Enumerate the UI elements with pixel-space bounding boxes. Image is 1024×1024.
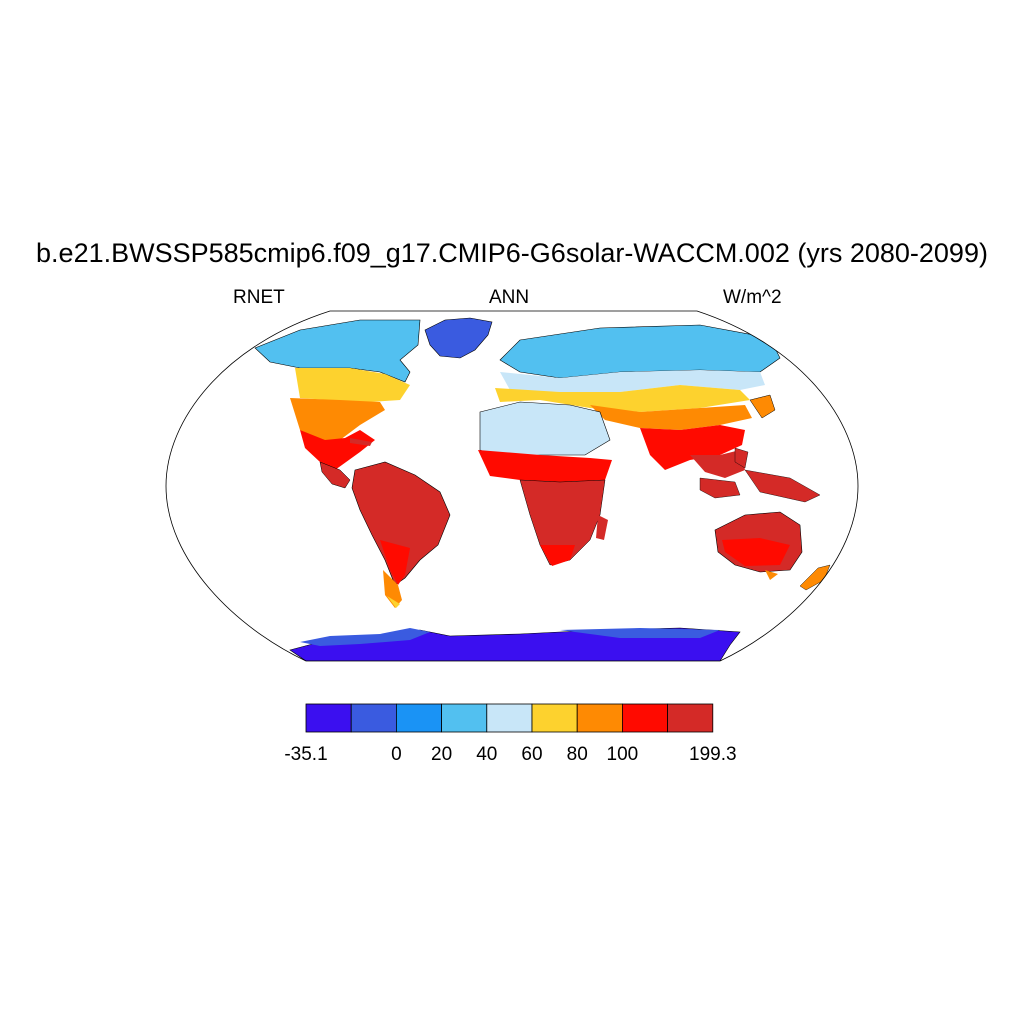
antarctica — [289, 627, 741, 661]
colorbar-swatch — [667, 703, 714, 733]
caribbean — [350, 438, 372, 446]
colorbar-label: 100 — [607, 744, 639, 765]
colorbar-swatch — [622, 703, 669, 733]
colorbar-swatch — [576, 703, 623, 733]
north-america — [254, 319, 421, 489]
plot-title: b.e21.BWSSP585cmip6.f09_g17.CMIP6-G6sola… — [36, 238, 988, 268]
colorbar-label: 40 — [476, 744, 497, 765]
colorbar-label: 0 — [391, 744, 402, 765]
south-america — [351, 461, 451, 608]
colorbar-label: 199.3 — [689, 744, 737, 765]
colorbar-swatch — [441, 703, 488, 733]
colorbar-label: 20 — [431, 744, 452, 765]
greenland — [424, 317, 493, 359]
colorbar-swatch — [531, 703, 578, 733]
colorbar-swatch — [305, 703, 352, 733]
colorbar-swatch — [395, 703, 442, 733]
season-label: ANN — [489, 287, 530, 308]
colorbar-label: 60 — [521, 744, 542, 765]
colorbar-swatch — [350, 703, 397, 733]
australia — [714, 511, 803, 580]
eurasia — [495, 324, 781, 478]
units-label: W/m^2 — [723, 287, 782, 308]
variable-label: RNET — [233, 287, 285, 308]
africa — [478, 401, 612, 566]
new-zealand — [799, 564, 831, 591]
colorbar-label: -35.1 — [284, 744, 327, 765]
colorbar-label: 80 — [567, 744, 588, 765]
globe-outline — [165, 310, 859, 662]
maritime-asia — [699, 447, 821, 503]
colorbar-swatch — [486, 703, 533, 733]
